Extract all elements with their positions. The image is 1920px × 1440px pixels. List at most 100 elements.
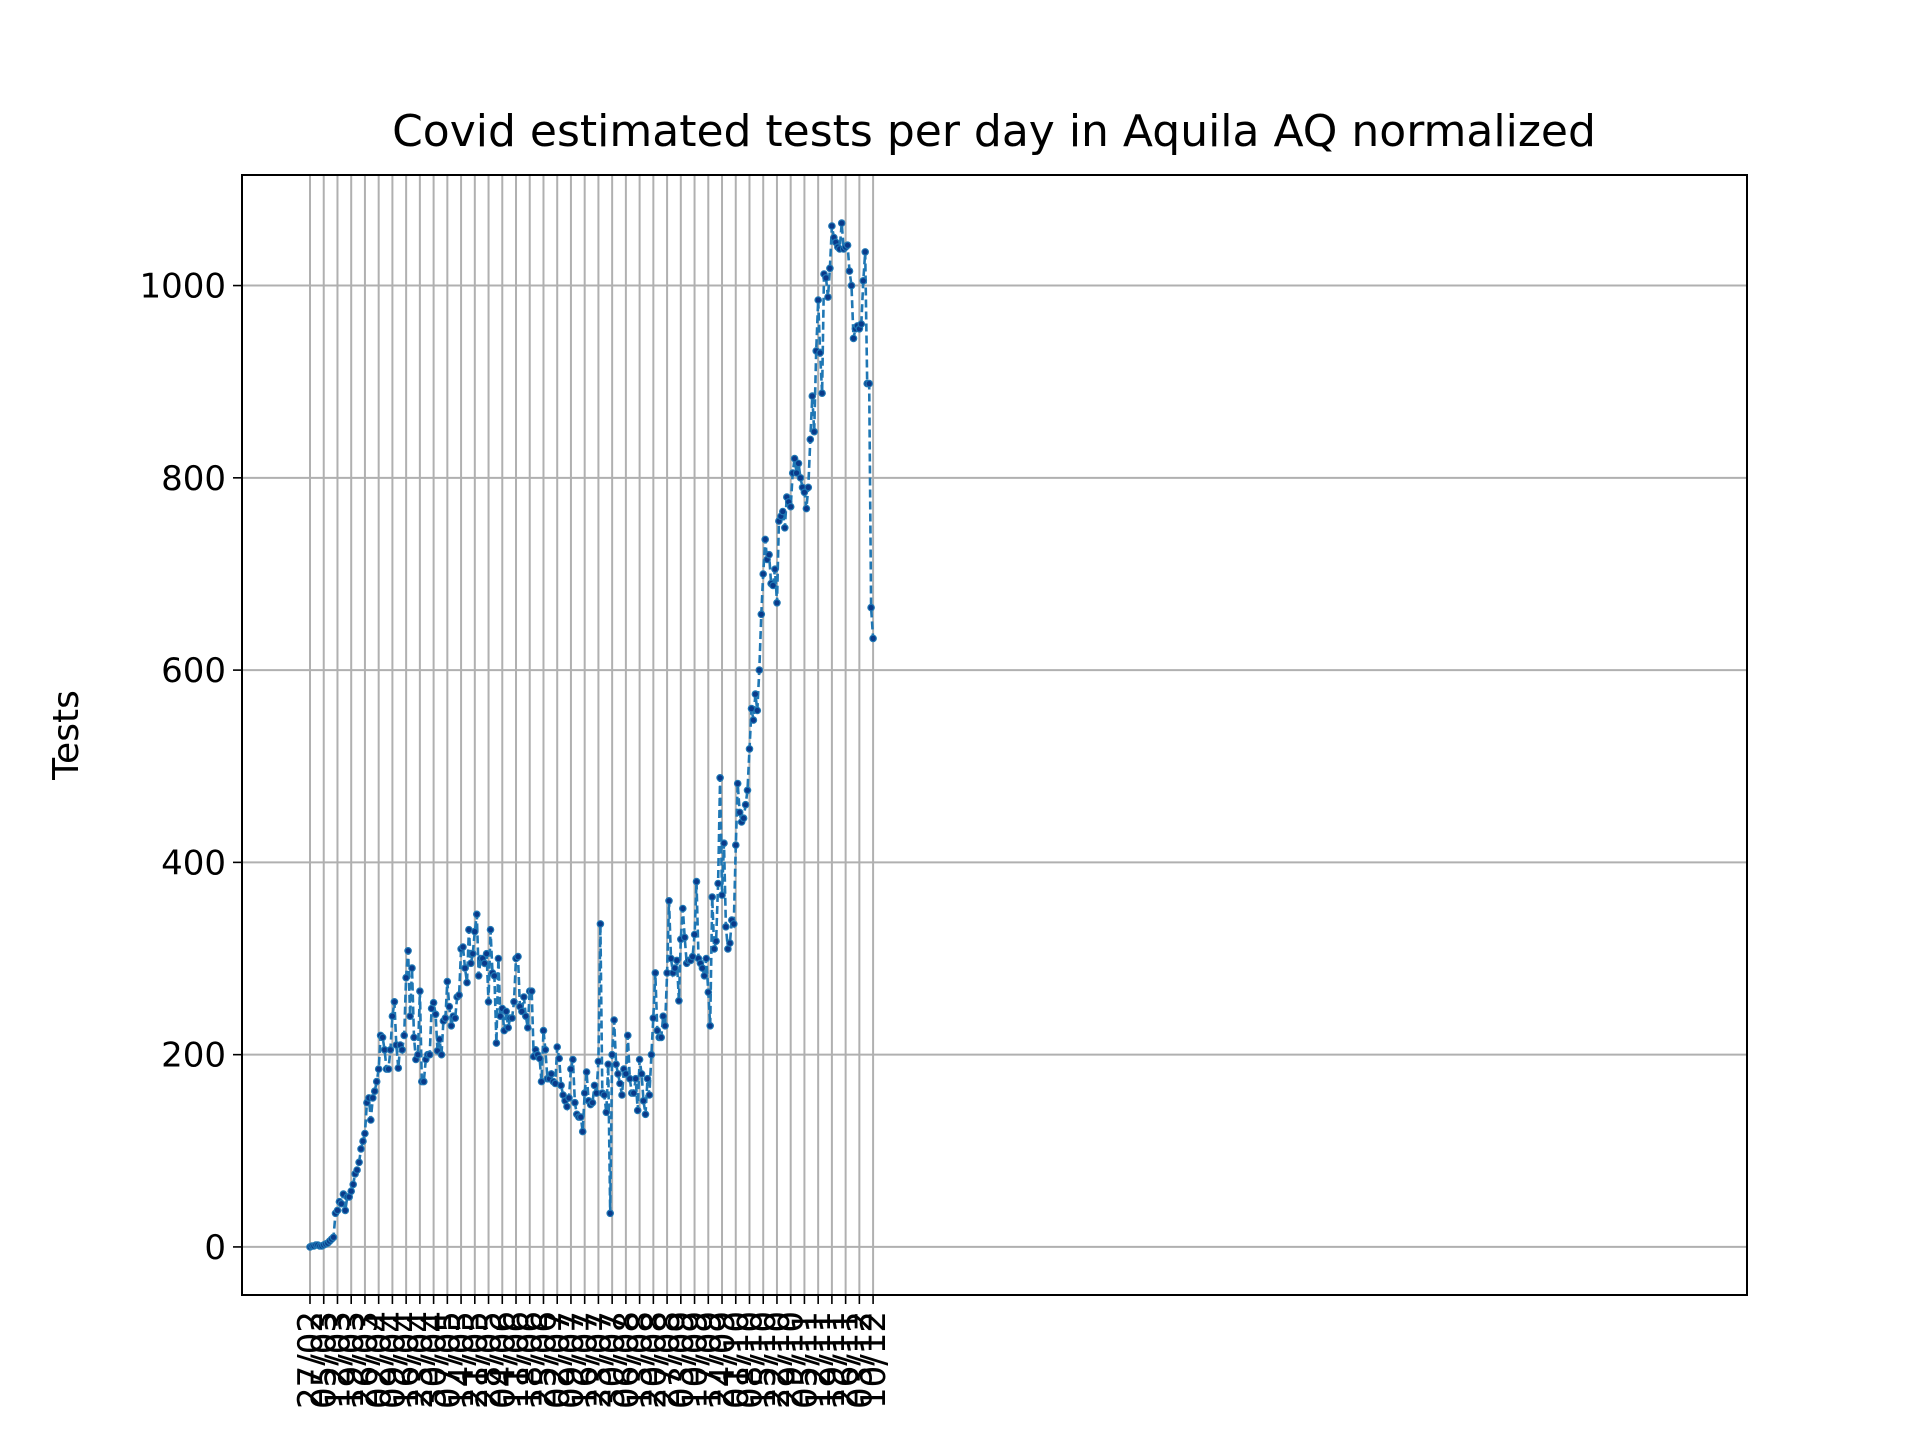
data-point (610, 1016, 618, 1024)
data-point (347, 1187, 356, 1196)
x-tick-label: 26/03 (346, 1311, 386, 1409)
data-point (671, 964, 679, 972)
data-point (521, 1012, 530, 1021)
x-tick-label: 19/03 (332, 1311, 372, 1409)
x-tick-label: 07/05 (428, 1311, 468, 1409)
data-point (596, 920, 605, 928)
data-point (635, 1055, 644, 1064)
data-point (390, 997, 399, 1006)
x-tick-label: 13/08 (621, 1311, 661, 1409)
data-point (547, 1070, 556, 1078)
data-point (582, 1068, 591, 1076)
x-tick-label: 09/07 (552, 1311, 592, 1409)
data-point (496, 1012, 505, 1021)
data-point (419, 1077, 428, 1086)
data-point (824, 293, 832, 301)
data-point (843, 241, 852, 250)
data-point (702, 954, 711, 963)
data-point (618, 1091, 626, 1099)
data-point (474, 971, 483, 980)
y-tick-label: 200 (161, 1036, 226, 1076)
data-point (806, 435, 815, 444)
x-tick-label: 20/08 (634, 1311, 674, 1409)
x-tick-label: 08/10 (730, 1311, 770, 1409)
data-point (837, 219, 846, 227)
x-tick-label: 14/05 (442, 1311, 482, 1409)
series-line (309, 222, 875, 1249)
data-point (563, 1102, 571, 1111)
x-tick-label: 10/09 (676, 1311, 716, 1409)
data-point (643, 1074, 652, 1083)
data-point (633, 1106, 642, 1115)
data-point (355, 1158, 363, 1167)
x-tick-label: 02/07 (538, 1311, 578, 1409)
data-point (502, 1007, 511, 1016)
y-axis: 0 200 400 600 800 1000 (139, 267, 242, 1268)
x-tick-label: 30/04 (415, 1311, 455, 1409)
data-point (792, 469, 801, 477)
data-point (616, 1079, 624, 1088)
x-tick-label: 19/11 (813, 1311, 853, 1409)
x-tick-label: 18/06 (511, 1311, 551, 1409)
x-tick-label: 03/12 (840, 1311, 880, 1409)
data-point (818, 389, 826, 398)
x-tick-label: 09/04 (373, 1311, 413, 1409)
data-point (729, 920, 738, 928)
data-point (804, 483, 813, 492)
data-point (508, 1014, 516, 1022)
data-point (794, 459, 803, 468)
data-point (629, 1089, 638, 1097)
data-point (714, 879, 722, 888)
data-point (810, 427, 819, 436)
data-point (822, 274, 830, 282)
data-point (659, 1012, 668, 1021)
data-point (406, 1012, 414, 1021)
data-point (386, 1046, 395, 1054)
data-point (400, 1031, 409, 1040)
y-tick-label: 800 (161, 459, 226, 499)
data-point (482, 949, 491, 958)
data-point (765, 550, 773, 559)
data-point (349, 1180, 358, 1189)
data-point (800, 488, 809, 497)
data-point (859, 276, 868, 285)
data-point (751, 690, 760, 698)
data-point (808, 392, 817, 400)
data-point (441, 1014, 450, 1022)
x-tick-label: 05/11 (785, 1311, 825, 1409)
y-axis-label: Tests (46, 690, 87, 781)
data-point (743, 786, 752, 795)
data-point (847, 281, 856, 290)
data-point (459, 943, 467, 951)
data-point (388, 1012, 397, 1021)
data-point (357, 1145, 365, 1153)
data-point (557, 1081, 565, 1090)
x-tick-label: 16/07 (566, 1311, 606, 1409)
data-point (778, 507, 787, 516)
data-point (514, 952, 522, 961)
data-point (414, 1050, 422, 1059)
data-point (578, 1127, 587, 1136)
data-point (720, 839, 728, 848)
x-tick-label: 03/09 (662, 1311, 702, 1409)
data-point (541, 1046, 550, 1054)
data-point (437, 1050, 446, 1059)
x-tick-label: 05/03 (305, 1311, 345, 1409)
data-point (698, 964, 707, 972)
data-point (816, 349, 824, 357)
data-point (510, 997, 518, 1006)
y-tick-label: 0 (204, 1228, 226, 1268)
data-point (657, 1033, 666, 1042)
data-point (425, 1050, 434, 1059)
data-point (733, 779, 742, 788)
data-point (378, 1033, 387, 1042)
data-point (588, 1098, 597, 1107)
data-point (692, 877, 701, 886)
x-tick-label: 22/10 (758, 1311, 798, 1409)
data-point (472, 910, 481, 919)
data-point (594, 1057, 603, 1066)
data-point (771, 565, 779, 574)
data-point (416, 987, 424, 996)
data-point (602, 1108, 611, 1117)
